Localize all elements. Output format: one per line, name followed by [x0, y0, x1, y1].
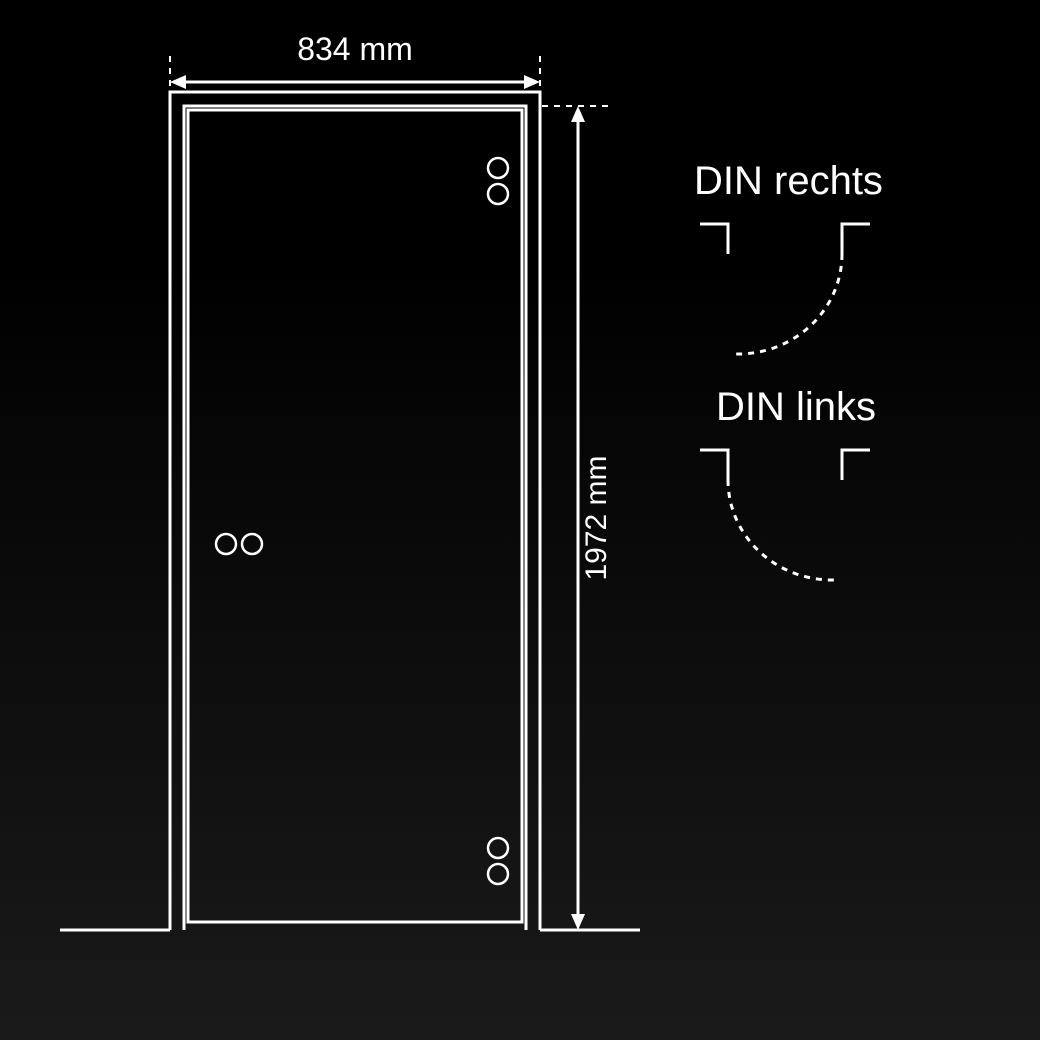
width-dimension-label: 834 mm [297, 31, 413, 67]
height-dimension-label: 1972 mm [580, 455, 613, 580]
din-links-label: DIN links [716, 385, 876, 429]
din-rechts-label: DIN rechts [694, 159, 883, 203]
